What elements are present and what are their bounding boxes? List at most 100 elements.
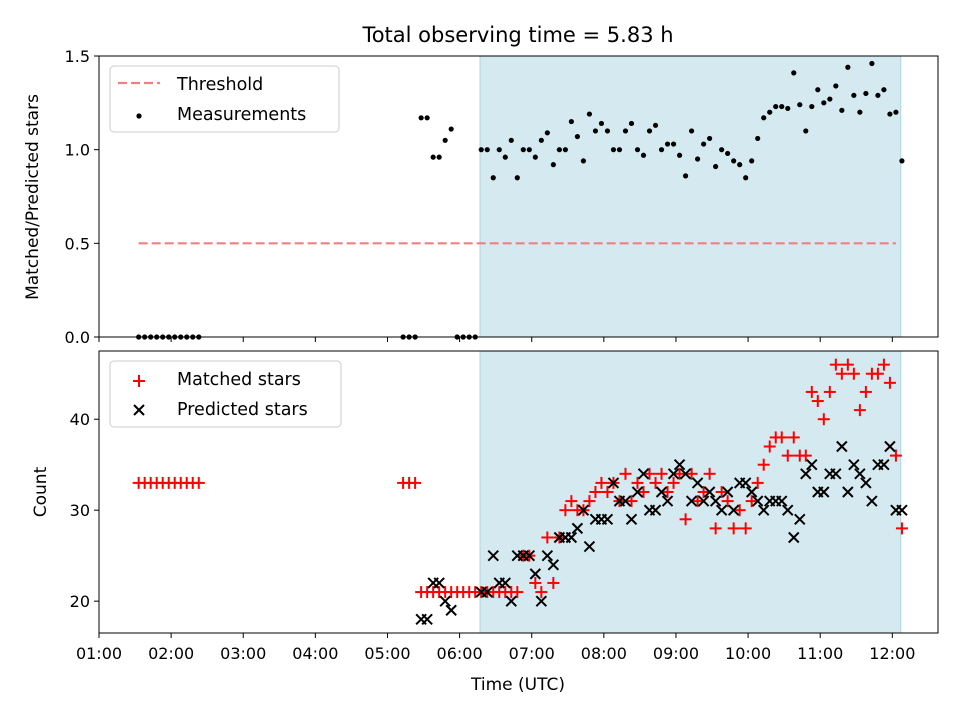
measurement-point	[640, 152, 647, 158]
measurement-point	[797, 102, 803, 108]
top-y-tick-label: 0.5	[65, 234, 90, 253]
predicted-star-point	[697, 495, 710, 507]
measurement-point	[833, 83, 839, 89]
predicted-star-point	[896, 504, 908, 516]
matched-star-point	[637, 486, 650, 498]
predicted-star-point	[685, 495, 698, 507]
predicted-star-point	[836, 440, 848, 453]
measurement-point	[670, 141, 677, 147]
matched-star-point	[529, 576, 542, 589]
matched-star-point	[679, 513, 692, 526]
x-tick-label: 06:00	[437, 644, 483, 663]
x-axis-label: Time (UTC)	[470, 675, 565, 695]
matched-star-point	[859, 385, 872, 398]
predicted-star-point	[673, 459, 686, 471]
matched-star-point	[643, 467, 656, 480]
matched-star-point	[835, 367, 848, 380]
measurement-point	[845, 64, 851, 70]
measurement-point	[725, 150, 731, 157]
observing-window-shade-bottom	[479, 350, 902, 634]
measurement-point	[688, 128, 695, 134]
x-tick-label: 09:00	[653, 644, 699, 663]
measurement-point	[538, 137, 544, 143]
legend-predicted-label: Predicted stars	[177, 400, 308, 420]
legend-threshold-label: Threshold	[176, 75, 263, 95]
legend-measurements-label: Measurements	[177, 105, 306, 125]
measurement-point	[508, 137, 514, 143]
matched-star-point	[697, 486, 710, 498]
measurement-point	[875, 92, 881, 98]
measurement-point	[598, 120, 605, 127]
measurement-point	[694, 156, 701, 162]
top-y-tick-label: 0.0	[65, 328, 90, 347]
predicted-star-point	[878, 459, 890, 471]
measurement-point	[532, 154, 538, 160]
predicted-star-point	[691, 477, 704, 489]
matched-star-point	[589, 486, 602, 498]
predicted-star-point	[751, 495, 764, 507]
measurement-point	[436, 154, 442, 160]
predicted-star-point	[619, 495, 632, 507]
matched-star-point	[703, 467, 716, 480]
top-x-ticks	[98, 337, 893, 342]
top-y-tick-label: 1.5	[65, 47, 90, 66]
predicted-star-point	[433, 577, 445, 589]
measurement-point	[821, 100, 827, 106]
matched-star-point	[733, 504, 746, 517]
predicted-star-point	[727, 504, 740, 516]
predicted-star-point	[703, 486, 716, 498]
measurement-point	[568, 118, 574, 125]
bottom-axes-frame	[98, 350, 939, 634]
predicted-star-point	[499, 577, 511, 589]
measurement-point	[863, 90, 869, 97]
predicted-star-point	[487, 549, 499, 562]
measurement-point	[719, 147, 725, 153]
predicted-star-point	[655, 486, 668, 498]
matched-star-point	[709, 522, 722, 535]
matched-star-point	[685, 467, 698, 480]
predicted-star-point	[541, 549, 554, 562]
bottom-legend-box	[109, 360, 342, 428]
matched-star-point	[409, 476, 422, 489]
matched-star-point	[889, 449, 902, 462]
matched-star-point	[787, 431, 800, 444]
predicted-star-point	[523, 549, 536, 562]
predicted-star-point	[776, 495, 788, 507]
measurement-point	[767, 109, 773, 115]
measurement-point	[881, 87, 887, 93]
measurement-point	[586, 111, 593, 117]
matched-star-point	[625, 495, 638, 508]
predicted-star-point	[830, 468, 842, 480]
measurement-point	[839, 107, 845, 113]
measurement-point	[682, 173, 689, 179]
measurement-point	[707, 135, 713, 142]
matched-star-point	[619, 467, 632, 480]
predicted-star-point	[679, 468, 692, 480]
bottom-y-ticks: 20 30 40	[70, 410, 99, 611]
measurement-point	[514, 175, 520, 181]
bottom-y-tick-label: 40	[70, 410, 90, 429]
matched-star-point	[727, 522, 740, 535]
matched-star-point	[511, 586, 524, 599]
predicted-star-point	[439, 595, 451, 607]
legend-matched-label: Matched stars	[177, 370, 301, 390]
matched-star-point	[853, 404, 866, 417]
x-tick-label: 05:00	[364, 644, 410, 663]
measurement-point	[622, 128, 629, 134]
predicted-star-point	[577, 504, 590, 516]
measurement-point	[701, 141, 707, 147]
measurement-point	[785, 105, 791, 112]
measurement-point	[664, 141, 671, 147]
top-panel: 0.0 0.5 1.0 1.5 Matched/Predicted stars Thr…	[23, 47, 939, 347]
matched-star-point	[805, 385, 818, 398]
measurement-point	[562, 147, 568, 153]
predicted-star-point	[481, 586, 493, 598]
matched-star-point	[763, 440, 776, 453]
measurement-point	[646, 128, 653, 134]
measurement-point	[604, 128, 611, 134]
predicted-star-point	[866, 495, 878, 507]
matched-star-point	[715, 486, 728, 498]
legend-predicted-swatch	[133, 404, 145, 416]
measurement-point	[430, 154, 436, 160]
